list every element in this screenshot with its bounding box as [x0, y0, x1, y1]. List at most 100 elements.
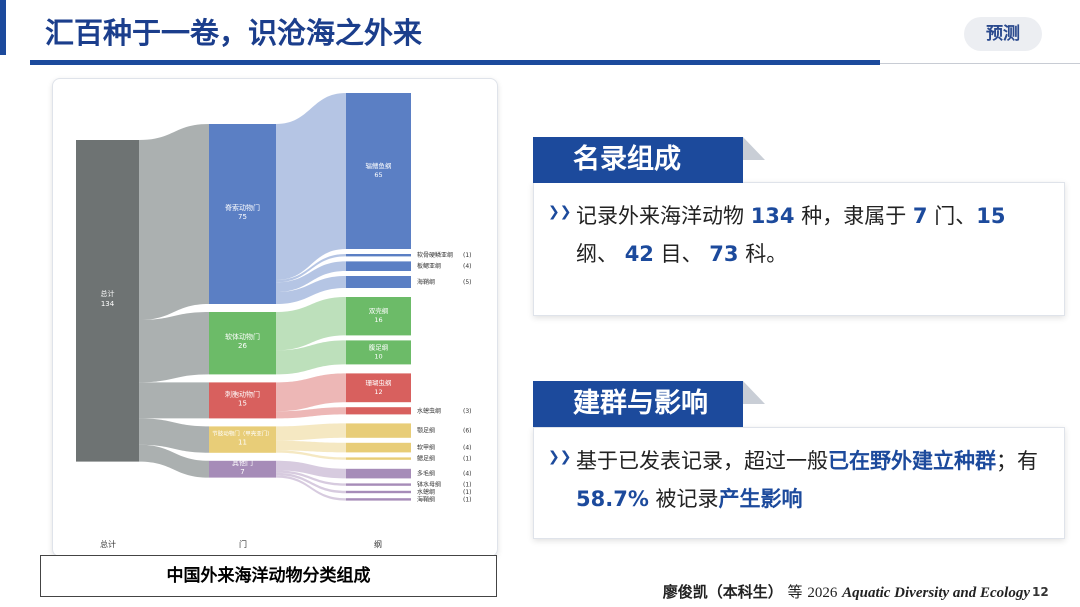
- flow: [276, 297, 346, 351]
- node-value: 65: [374, 171, 382, 179]
- flow: [276, 460, 346, 479]
- node-label: 双壳纲: [369, 306, 389, 315]
- node-value: 134: [101, 300, 115, 308]
- flow: [276, 407, 346, 419]
- node-label: 软骨硬鳞亚纲: [417, 251, 453, 259]
- node-value: (4): [463, 445, 472, 452]
- node-value: (1): [463, 489, 472, 496]
- flow: [139, 312, 209, 383]
- figure-card: 总计 134 总计门纲脊索动物门 75 辐鳍鱼纲 65 软骨硬鳞亚纲 (1) 板鳃亚纲 (4) 海鞘…: [52, 78, 498, 557]
- node-value: 15: [238, 399, 247, 407]
- node: [346, 457, 411, 460]
- flow: [276, 423, 346, 441]
- text-segment: 7: [912, 204, 928, 228]
- flow: [276, 470, 346, 486]
- node: [209, 426, 276, 453]
- node: [346, 490, 411, 494]
- journal: Aquatic Diversity and Ecology: [842, 585, 1030, 601]
- node-value: (1): [463, 252, 472, 259]
- text-segment: 目、: [653, 242, 710, 266]
- caption: 中国外来海洋动物分类组成: [40, 555, 497, 597]
- flow: [276, 472, 346, 494]
- accent: [0, 0, 6, 55]
- slide-title: 汇百种于一卷，识沧海之外来: [45, 16, 423, 50]
- node: [209, 460, 276, 478]
- flow: [276, 93, 346, 280]
- node-value: (6): [463, 428, 472, 435]
- node: [346, 423, 411, 438]
- node-label: 软体动物门: [225, 332, 260, 341]
- et-al: 等: [787, 583, 803, 601]
- column-label: 门: [239, 539, 247, 549]
- node-value: 10: [374, 352, 382, 360]
- rule: [880, 63, 1080, 64]
- node-value: (5): [463, 279, 472, 286]
- node-label: 软甲纲: [417, 444, 435, 452]
- node-label: 颚足纲: [417, 427, 435, 435]
- node: [346, 254, 411, 257]
- text-segment: 42: [624, 242, 654, 266]
- text-segment: 73: [709, 242, 739, 266]
- year: 2026: [807, 585, 838, 601]
- panel-title: 建群与影响: [533, 381, 743, 427]
- tab-corner: [743, 137, 765, 160]
- node: [346, 373, 411, 403]
- node: [346, 297, 411, 336]
- text-segment: 种，隶属于: [794, 204, 913, 228]
- panel: ❯❯ 基于已发表记录，超过一般已在野外建立种群；有 58.7% 被记录产生影响: [533, 427, 1065, 539]
- text-segment: 15: [976, 204, 1006, 228]
- flow: [276, 261, 346, 292]
- flow: [276, 450, 346, 460]
- column-label: 总计: [100, 539, 116, 549]
- node-value: 12: [374, 388, 382, 396]
- flow: [276, 373, 346, 412]
- node: [346, 483, 411, 486]
- tag: 预测: [964, 17, 1042, 51]
- node-label: 鳃足纲: [417, 455, 435, 463]
- node-label: 水螅虫纲: [417, 407, 441, 415]
- text-segment: 已在野外建立种群: [828, 449, 996, 473]
- node-label: 珊瑚虫纲: [366, 378, 392, 387]
- text-segment: 58.7%: [576, 487, 649, 511]
- text-segment: 基于已发表记录，超过一般: [576, 449, 828, 473]
- node-value: (4): [463, 263, 472, 270]
- node: [76, 140, 139, 462]
- node-label: 板鳃亚纲: [417, 262, 441, 270]
- text-segment: 被记录: [648, 487, 719, 511]
- node-value: (4): [463, 471, 472, 478]
- flow: [139, 382, 209, 419]
- node-label: 总计: [101, 289, 115, 298]
- node-label: 节肢动物门（甲壳亚门）: [212, 430, 273, 438]
- node-label: 多毛纲: [417, 470, 435, 478]
- page-number: 12: [1032, 585, 1049, 599]
- citation: 廖俊凯（本科生） 等 2026 Aquatic Diversity and Ec…: [663, 581, 1030, 602]
- node: [209, 312, 276, 375]
- node-value: (3): [463, 408, 472, 415]
- node-value: 26: [238, 342, 247, 350]
- node-value: 75: [238, 213, 247, 221]
- panel-title: 名录组成: [533, 137, 743, 183]
- node-label: 脊索动物门: [225, 203, 260, 212]
- node: [346, 498, 411, 501]
- text-segment: 科。: [738, 242, 788, 266]
- flow: [139, 124, 209, 320]
- node-label: 海鞘纲: [417, 278, 435, 286]
- text-segment: 纲、: [576, 242, 625, 266]
- sankey: 总计134总计门纲脊索动物门75辐鳍鱼纲65软骨硬鳞亚纲 (1)板鳃亚纲 (4)海鞘…: [76, 93, 472, 549]
- flow: [276, 276, 346, 304]
- text-segment: 记录外来海洋动物: [576, 204, 751, 228]
- flow: [276, 254, 346, 283]
- text-segment: 门、: [927, 204, 977, 228]
- node-label: 腹足纲: [369, 342, 389, 351]
- panel: ❯❯ 记录外来海洋动物 134 种，隶属于 7 门、15 纲、 42 目、 73 …: [533, 182, 1065, 316]
- node: [209, 382, 276, 419]
- flow: [276, 340, 346, 375]
- flow: [139, 418, 209, 453]
- node: [346, 261, 411, 271]
- node-value: 7: [240, 468, 244, 476]
- node-label: 刺胞动物门: [225, 389, 260, 398]
- node: [346, 468, 411, 479]
- node-label: 水螅纲: [417, 488, 435, 496]
- node: [346, 276, 411, 288]
